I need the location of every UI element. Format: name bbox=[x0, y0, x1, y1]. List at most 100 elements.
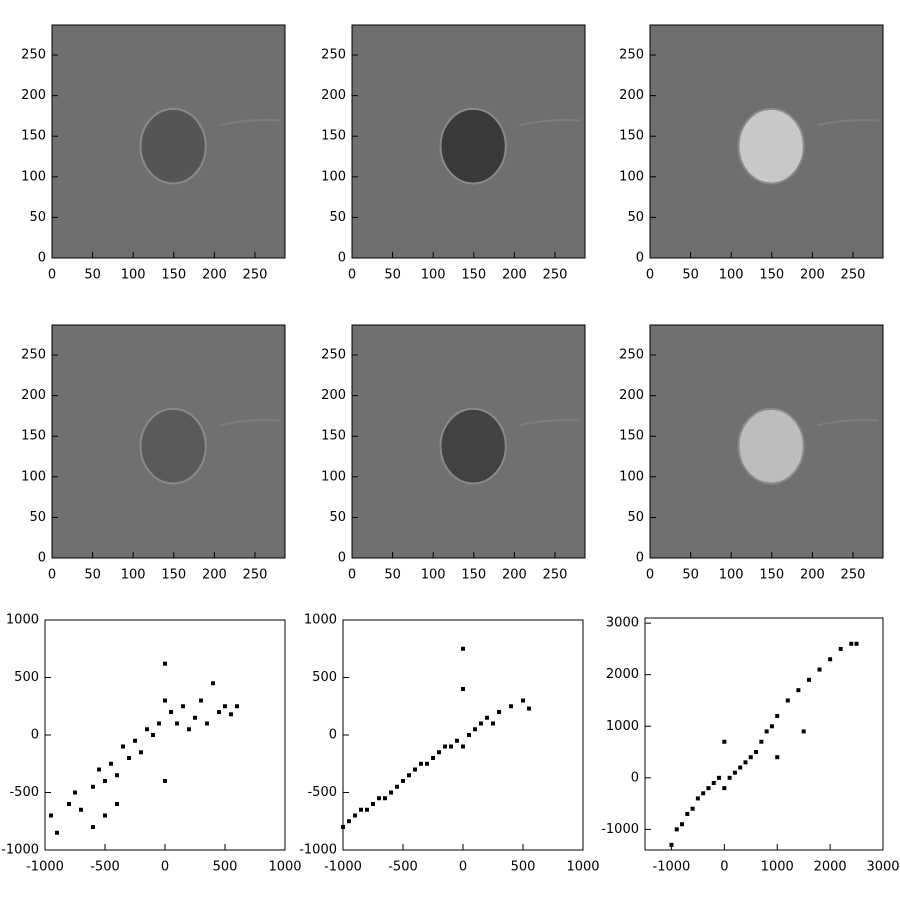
y-tick-label: 0 bbox=[329, 728, 337, 743]
y-tick-label: 150 bbox=[321, 429, 346, 444]
x-tick-label: 50 bbox=[682, 568, 699, 583]
y-tick-label: 200 bbox=[619, 388, 644, 403]
point bbox=[67, 802, 71, 806]
y-tick-label: 250 bbox=[321, 48, 346, 63]
y-tick-label: 100 bbox=[619, 169, 644, 184]
point bbox=[775, 713, 780, 718]
point bbox=[193, 715, 197, 720]
y-tick-label: 3000 bbox=[606, 616, 639, 631]
point bbox=[211, 681, 215, 686]
x-tick-label: 1000 bbox=[761, 860, 794, 875]
point bbox=[91, 825, 95, 829]
y-tick-label: -1000 bbox=[601, 822, 639, 837]
y-tick-label: 100 bbox=[321, 169, 346, 184]
point bbox=[103, 779, 107, 783]
plot-area bbox=[645, 618, 883, 850]
point bbox=[413, 767, 417, 772]
point bbox=[139, 750, 143, 755]
point bbox=[49, 813, 53, 818]
image-streak bbox=[519, 418, 581, 427]
x-tick-label: 250 bbox=[543, 268, 568, 283]
point bbox=[754, 750, 759, 755]
x-tick-label: 0 bbox=[48, 568, 56, 583]
y-tick-label: 250 bbox=[321, 348, 346, 363]
y-tick-label: 50 bbox=[29, 510, 46, 525]
point bbox=[461, 646, 465, 651]
y-tick-label: 1000 bbox=[606, 719, 639, 734]
image-feature bbox=[737, 107, 805, 185]
x-tick-label: 200 bbox=[502, 568, 527, 583]
point bbox=[828, 657, 833, 662]
point bbox=[806, 677, 811, 682]
point bbox=[738, 765, 743, 770]
point bbox=[509, 704, 513, 709]
x-tick-label: 100 bbox=[121, 568, 146, 583]
point bbox=[711, 780, 716, 785]
y-tick-label: 250 bbox=[21, 348, 46, 363]
point bbox=[764, 729, 769, 734]
y-tick-label: 100 bbox=[21, 469, 46, 484]
point bbox=[347, 819, 351, 824]
point bbox=[163, 661, 167, 666]
frame bbox=[351, 24, 586, 259]
y-tick-label: 0 bbox=[338, 251, 346, 266]
x-tick-label: 50 bbox=[384, 268, 401, 283]
point bbox=[759, 739, 764, 744]
y-tick-label: 100 bbox=[321, 469, 346, 484]
point bbox=[690, 806, 695, 811]
x-tick-label: -500 bbox=[388, 860, 418, 875]
point bbox=[701, 791, 706, 796]
image-streak bbox=[817, 418, 879, 427]
point bbox=[163, 698, 167, 703]
y-tick-label: 50 bbox=[29, 210, 46, 225]
y-tick-label: 200 bbox=[21, 88, 46, 103]
y-tick-label: 0 bbox=[636, 251, 644, 266]
y-tick-label: 250 bbox=[619, 348, 644, 363]
x-tick-label: 50 bbox=[84, 568, 101, 583]
plot-area bbox=[343, 620, 583, 850]
point bbox=[235, 704, 239, 709]
point bbox=[91, 784, 95, 789]
y-tick-label: 0 bbox=[631, 770, 639, 785]
point bbox=[395, 784, 399, 789]
y-tick-label: 0 bbox=[38, 251, 46, 266]
point bbox=[443, 744, 447, 749]
point bbox=[127, 756, 131, 760]
x-tick-label: 0 bbox=[646, 268, 654, 283]
point bbox=[838, 646, 843, 651]
x-tick-label: 2000 bbox=[814, 860, 847, 875]
point bbox=[229, 712, 233, 717]
y-tick-label: -500 bbox=[307, 785, 337, 800]
y-tick-label: 150 bbox=[321, 129, 346, 144]
point bbox=[431, 756, 435, 760]
x-tick-label: -1000 bbox=[26, 860, 64, 875]
point bbox=[115, 802, 119, 806]
y-tick-label: 150 bbox=[619, 429, 644, 444]
y-tick-label: 500 bbox=[14, 670, 39, 685]
point bbox=[55, 830, 59, 835]
point bbox=[175, 721, 179, 726]
point bbox=[497, 710, 501, 714]
x-tick-label: 50 bbox=[384, 568, 401, 583]
point bbox=[491, 721, 495, 726]
x-tick-label: 0 bbox=[720, 860, 728, 875]
point bbox=[674, 827, 679, 832]
y-tick-label: 0 bbox=[338, 551, 346, 566]
point bbox=[473, 727, 477, 732]
point bbox=[425, 761, 429, 766]
point bbox=[419, 761, 423, 766]
y-tick-label: 0 bbox=[38, 551, 46, 566]
x-tick-label: 250 bbox=[841, 268, 866, 283]
y-tick-label: 150 bbox=[619, 129, 644, 144]
point bbox=[205, 721, 209, 726]
point bbox=[685, 811, 690, 816]
point bbox=[73, 790, 77, 795]
x-tick-label: 150 bbox=[461, 568, 486, 583]
y-tick-label: 1000 bbox=[6, 613, 39, 628]
x-tick-label: 250 bbox=[841, 568, 866, 583]
x-tick-label: 250 bbox=[243, 268, 268, 283]
x-tick-label: 100 bbox=[719, 268, 744, 283]
x-tick-label: 100 bbox=[421, 568, 446, 583]
x-tick-label: 100 bbox=[121, 268, 146, 283]
